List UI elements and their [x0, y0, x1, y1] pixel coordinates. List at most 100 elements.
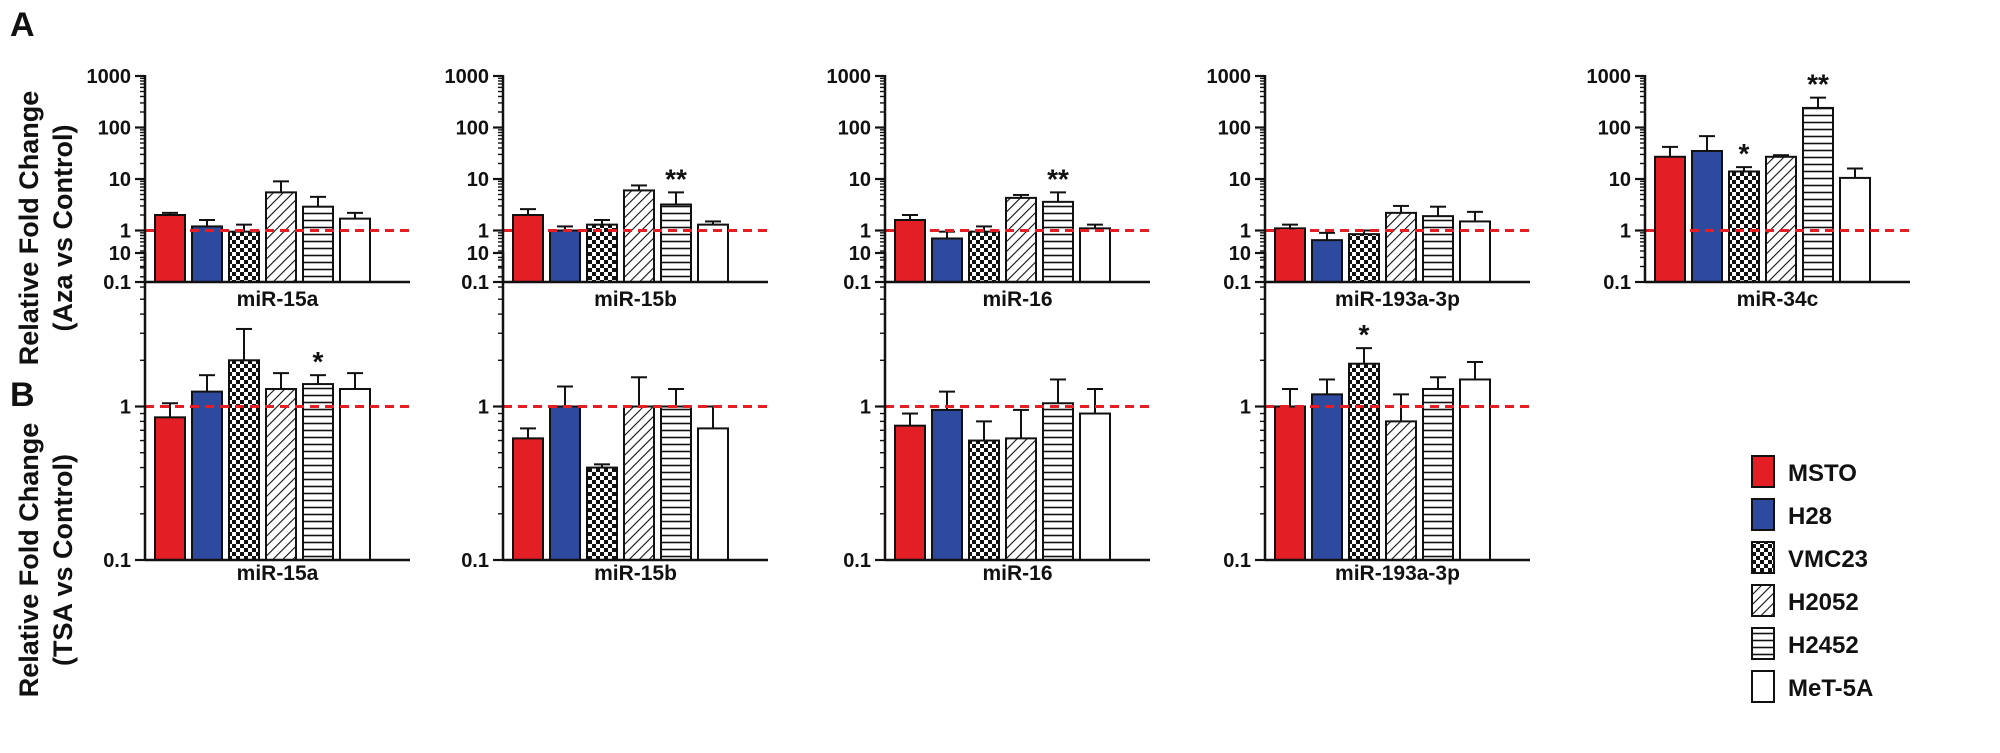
bar-h28 — [1691, 149, 1723, 283]
significance-mark: ** — [1047, 163, 1069, 194]
y-tick-label: 100 — [1218, 118, 1251, 140]
y-tick-label: 1000 — [827, 66, 872, 88]
legend-item-vmc23: VMC23 — [1751, 541, 1868, 574]
y-axis-label-b-line2: (TSA vs Control) — [48, 454, 78, 666]
bar-vmc23 — [1348, 233, 1380, 283]
bar-h2052 — [1385, 211, 1417, 283]
bar-h2052 — [265, 191, 297, 283]
chart-panel-a-4: 0.1 1 10 100 1000 miR-193a-3p — [1207, 66, 1530, 311]
bar-h2052 — [1385, 420, 1417, 562]
panel-a-letter: A — [10, 6, 35, 44]
y-tick-label: 1 — [120, 221, 131, 243]
bar-h2452 — [1042, 402, 1074, 561]
bar-h2052 — [1005, 437, 1037, 562]
y-tick-label: 1000 — [445, 66, 490, 88]
y-tick-label: 10 — [1609, 169, 1631, 191]
legend-item-h28: H28 — [1751, 498, 1832, 531]
y-tick-label: 1 — [120, 397, 131, 419]
y-tick-label: 10 — [109, 243, 131, 265]
y-tick-label: 0.1 — [1223, 272, 1251, 294]
legend-label: VMC23 — [1788, 546, 1868, 573]
bar-h28 — [931, 237, 963, 283]
significance-mark: ** — [665, 163, 687, 194]
legend-item-h2052: H2052 — [1751, 584, 1859, 617]
bar-h2452 — [660, 405, 692, 561]
y-tick-label: 1 — [478, 221, 489, 243]
y-tick-label: 0.1 — [461, 272, 489, 294]
bar-vmc23 — [1348, 362, 1380, 562]
bar-vmc23 — [586, 223, 618, 283]
legend: MSTO H28 VMC23 H2052 H2452 MeT-5A — [1751, 455, 1873, 703]
bar-vmc23 — [228, 359, 260, 561]
bar-msto — [512, 213, 544, 283]
bar-vmc23 — [968, 439, 1000, 561]
bar-vmc23 — [1728, 170, 1760, 284]
significance-mark: * — [313, 346, 324, 377]
y-tick-label: 1 — [1240, 397, 1251, 419]
bar-met-5a — [339, 388, 371, 562]
bar-h28 — [549, 229, 581, 283]
bar-msto — [1274, 227, 1306, 283]
y-tick-label: 10 — [109, 169, 131, 191]
bar-met-5a — [1079, 227, 1111, 283]
bar-h2052 — [1005, 196, 1037, 283]
x-category-label: miR-193a-3p — [1335, 562, 1460, 585]
x-category-label: miR-15a — [237, 288, 319, 311]
legend-swatch — [1751, 670, 1775, 703]
y-tick-label: 1 — [1240, 221, 1251, 243]
significance-mark: * — [1359, 319, 1370, 350]
y-tick-label: 1 — [1620, 221, 1631, 243]
y-tick-label: 0.1 — [103, 550, 131, 572]
chart-panel-b-4: 0.1 1 10 * miR-193a-3p — [1223, 243, 1530, 585]
legend-item-met-5a: MeT-5A — [1751, 670, 1873, 703]
y-tick-label: 10 — [849, 169, 871, 191]
legend-item-msto: MSTO — [1751, 455, 1857, 488]
y-tick-label: 1000 — [1587, 66, 1632, 88]
bar-h28 — [191, 390, 223, 561]
bar-h2452 — [1422, 215, 1454, 284]
chart-panels: 0.11101001000miR-15a0.11101001000**miR-1… — [87, 66, 1910, 585]
y-tick-label: 1 — [860, 221, 871, 243]
legend-label: H2452 — [1788, 632, 1859, 659]
chart-panel-b-2: 0.1 1 10 miR-15b — [461, 243, 768, 585]
legend-label: H2052 — [1788, 589, 1859, 616]
y-tick-label: 10 — [467, 169, 489, 191]
y-axis-label-a-line1: Relative Fold Change — [14, 91, 44, 366]
bar-met-5a — [339, 217, 371, 283]
y-tick-label: 10 — [849, 243, 871, 265]
y-tick-label: 1000 — [1207, 66, 1252, 88]
y-axis-label-b-line1: Relative Fold Change — [14, 423, 44, 698]
y-axis-label-a-line2: (Aza vs Control) — [48, 124, 78, 331]
y-tick-label: 10 — [467, 243, 489, 265]
bar-h28 — [549, 405, 581, 561]
bar-met-5a — [697, 427, 729, 562]
significance-mark: ** — [1807, 69, 1829, 100]
y-tick-label: 0.1 — [1603, 272, 1631, 294]
bar-msto — [1654, 155, 1686, 283]
bar-h2452 — [1422, 388, 1454, 562]
legend-swatch — [1751, 498, 1775, 531]
bar-h2452 — [302, 205, 334, 284]
bar-vmc23 — [968, 230, 1000, 283]
bar-h2452 — [302, 383, 334, 561]
legend-swatch — [1751, 455, 1775, 488]
bar-h2052 — [623, 189, 655, 284]
significance-mark: * — [1739, 138, 1750, 169]
y-tick-label: 1 — [478, 397, 489, 419]
y-tick-label: 100 — [456, 118, 489, 140]
y-tick-label: 1 — [860, 397, 871, 419]
bar-h28 — [1311, 393, 1343, 561]
x-category-label: miR-193a-3p — [1335, 288, 1460, 311]
y-tick-label: 100 — [838, 118, 871, 140]
bar-met-5a — [697, 223, 729, 283]
bar-met-5a — [1459, 378, 1491, 562]
y-tick-label: 0.1 — [843, 550, 871, 572]
bar-h2052 — [265, 388, 297, 562]
y-tick-label: 10 — [1229, 169, 1251, 191]
bar-met-5a — [1079, 412, 1111, 561]
